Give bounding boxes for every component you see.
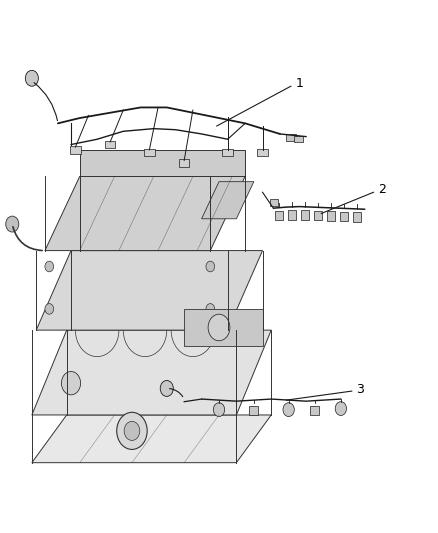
Text: 3: 3 — [357, 383, 364, 396]
Circle shape — [45, 304, 53, 314]
Bar — [70, 146, 81, 154]
Circle shape — [45, 261, 53, 272]
Polygon shape — [201, 182, 254, 219]
Circle shape — [117, 413, 147, 449]
Bar — [257, 149, 268, 156]
Bar — [105, 141, 116, 148]
Circle shape — [25, 70, 39, 86]
Polygon shape — [36, 251, 262, 330]
Circle shape — [213, 403, 225, 417]
Bar — [179, 159, 189, 167]
Bar — [314, 211, 322, 220]
Circle shape — [335, 402, 346, 416]
Bar — [311, 407, 319, 415]
Bar — [288, 211, 296, 220]
Bar — [250, 407, 258, 415]
Polygon shape — [45, 176, 245, 251]
Bar — [223, 149, 233, 156]
Bar — [144, 149, 155, 156]
Bar — [301, 211, 309, 220]
Polygon shape — [32, 415, 271, 463]
Polygon shape — [184, 309, 262, 346]
Bar — [294, 135, 304, 142]
Circle shape — [283, 403, 294, 417]
Text: 2: 2 — [378, 183, 386, 196]
Circle shape — [124, 421, 140, 440]
Bar — [270, 199, 278, 206]
Polygon shape — [80, 150, 245, 176]
Bar — [286, 134, 296, 141]
Circle shape — [61, 372, 81, 395]
Bar — [340, 212, 348, 221]
Bar — [327, 212, 335, 221]
Circle shape — [208, 314, 230, 341]
Polygon shape — [32, 330, 271, 415]
Circle shape — [206, 261, 215, 272]
Bar — [275, 211, 283, 220]
Circle shape — [206, 304, 215, 314]
Text: 1: 1 — [296, 77, 304, 90]
Circle shape — [160, 381, 173, 397]
Bar — [353, 213, 361, 222]
Circle shape — [6, 216, 19, 232]
